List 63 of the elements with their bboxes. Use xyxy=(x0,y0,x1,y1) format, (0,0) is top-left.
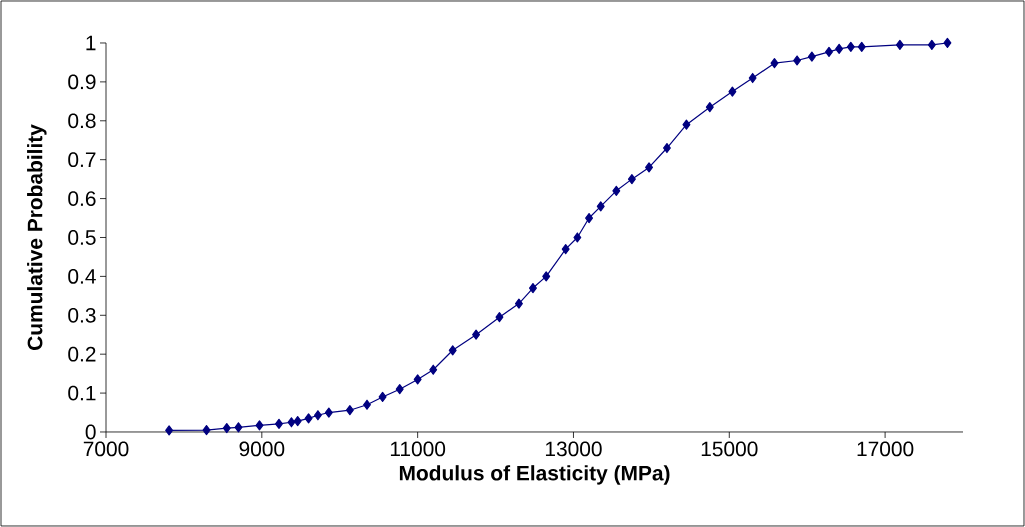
point xyxy=(542,271,551,282)
point xyxy=(807,51,816,62)
x-tick-label: 7000 xyxy=(83,441,129,457)
point xyxy=(770,58,779,69)
point xyxy=(728,86,737,97)
y-tick-label: 0.3 xyxy=(68,307,96,323)
y-tick-label: 0.7 xyxy=(68,152,96,168)
point xyxy=(313,410,322,421)
point xyxy=(561,244,570,255)
x-tick-label: 15000 xyxy=(701,441,758,457)
x-tick-label: 11000 xyxy=(390,441,446,457)
point xyxy=(345,405,354,416)
x-tick-label: 9000 xyxy=(239,441,285,457)
point xyxy=(627,174,636,185)
point xyxy=(165,425,174,436)
point xyxy=(528,282,537,294)
point xyxy=(495,312,504,323)
point xyxy=(274,418,283,429)
point xyxy=(514,298,523,309)
point xyxy=(943,37,952,49)
point xyxy=(927,39,936,51)
point xyxy=(705,102,714,113)
point xyxy=(234,422,243,433)
y-tick-label: 0 xyxy=(85,424,96,440)
point xyxy=(413,374,422,385)
point xyxy=(645,162,654,173)
x-tick-label: 13000 xyxy=(545,441,602,457)
y-tick-label: 0.4 xyxy=(68,268,96,284)
point xyxy=(573,232,582,243)
point xyxy=(895,39,904,51)
point xyxy=(363,399,371,410)
point xyxy=(378,391,387,403)
point xyxy=(682,119,691,130)
point xyxy=(835,43,844,54)
point xyxy=(748,72,757,84)
point xyxy=(846,41,855,52)
y-tick-label: 0.2 xyxy=(68,346,96,362)
y-axis-title: Cumulative Probability xyxy=(27,124,47,350)
point xyxy=(202,424,211,436)
point xyxy=(324,407,333,418)
point xyxy=(287,417,296,428)
point xyxy=(222,422,231,434)
point xyxy=(596,201,605,212)
point xyxy=(304,413,313,424)
point xyxy=(585,212,594,224)
y-tick-label: 0.9 xyxy=(68,74,96,90)
x-tick-label: 17000 xyxy=(857,441,914,457)
point xyxy=(857,41,866,52)
point xyxy=(472,329,481,340)
y-tick-label: 0.6 xyxy=(68,191,96,206)
point xyxy=(662,142,671,154)
point xyxy=(395,384,404,395)
y-tick-label: 0.5 xyxy=(68,230,96,245)
point xyxy=(612,185,621,196)
point xyxy=(429,364,438,375)
y-tick-label: 0.1 xyxy=(68,385,96,401)
point xyxy=(448,345,457,356)
y-tick-label: 0.8 xyxy=(68,113,96,129)
y-tick-label: 1 xyxy=(86,35,96,51)
point xyxy=(793,55,802,66)
point xyxy=(255,420,264,431)
point xyxy=(293,415,302,427)
x-axis-title: Modulus of Elasticity (MPa) xyxy=(399,465,670,485)
